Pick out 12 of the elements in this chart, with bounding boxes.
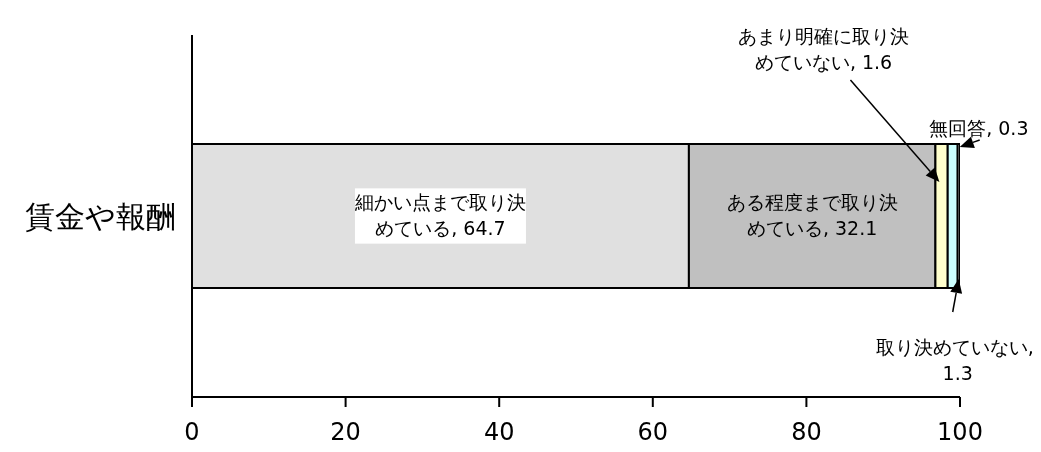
x-tick-label: 80 (791, 418, 822, 447)
data-label: 無回答, 0.3 (929, 117, 1029, 139)
x-tick-label: 20 (330, 418, 361, 447)
data-label: ある程度まで取り決めている, 32.1 (726, 191, 898, 239)
x-tick-label: 60 (637, 418, 669, 447)
x-tick-label: 40 (483, 418, 515, 447)
y-tick-label: 賃金や報酬 (25, 198, 176, 234)
data-label: 細かい点まで取り決めている, 64.7 (353, 191, 526, 239)
data-label: あまり明確に取り決めていない, 1.6 (738, 25, 910, 73)
x-tick-label: 0 (184, 418, 200, 447)
x-tick-label: 100 (937, 418, 983, 447)
data-label: 取り決めていない, 1.3 (875, 336, 1034, 384)
